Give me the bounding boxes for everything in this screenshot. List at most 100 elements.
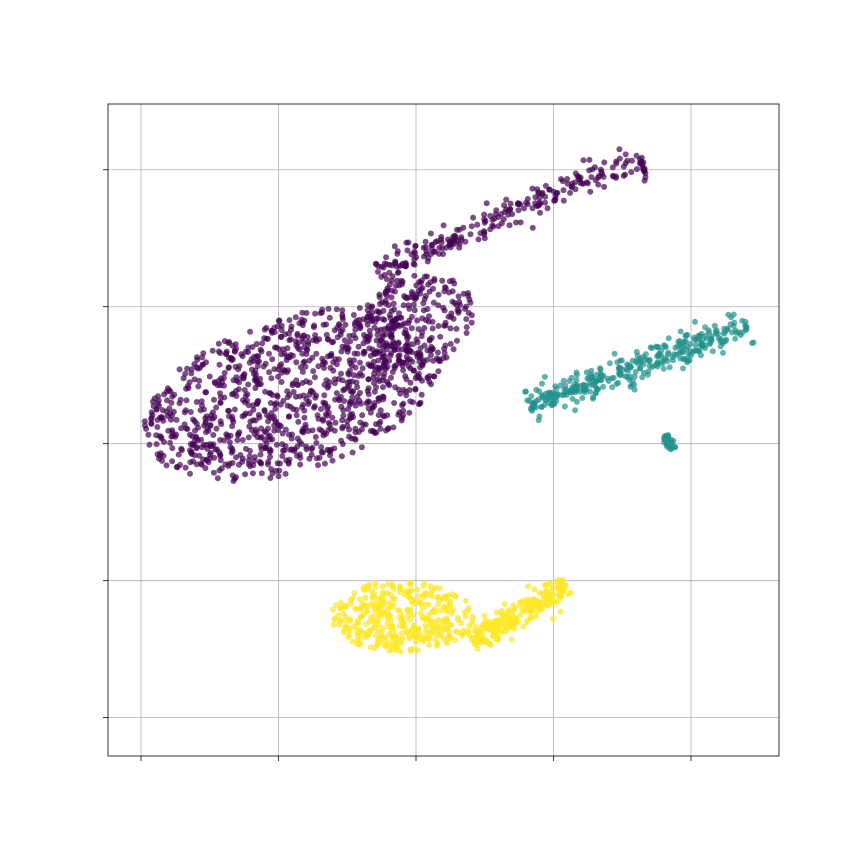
data-point xyxy=(513,219,519,226)
data-point xyxy=(539,606,545,613)
data-point xyxy=(235,432,241,439)
data-point xyxy=(440,251,447,257)
data-point xyxy=(423,627,429,634)
data-point xyxy=(676,338,683,344)
data-point xyxy=(558,176,564,183)
data-point xyxy=(379,338,386,345)
data-point xyxy=(299,309,306,316)
data-point xyxy=(214,446,220,453)
data-point xyxy=(600,173,607,180)
data-point xyxy=(221,370,228,376)
data-point xyxy=(415,349,422,356)
data-point xyxy=(467,299,474,306)
data-point xyxy=(730,311,737,318)
data-point xyxy=(412,386,419,393)
data-point xyxy=(308,388,315,395)
data-point xyxy=(352,436,359,443)
data-point xyxy=(545,602,552,609)
data-point xyxy=(338,370,344,377)
data-point xyxy=(437,333,444,340)
data-point xyxy=(455,309,462,316)
data-point xyxy=(372,318,379,325)
data-point xyxy=(268,375,275,382)
data-point xyxy=(359,412,366,419)
data-point xyxy=(418,391,425,398)
data-point xyxy=(182,464,189,471)
data-point xyxy=(414,598,421,605)
data-point xyxy=(391,243,398,250)
data-point xyxy=(586,380,593,387)
data-point xyxy=(268,414,275,421)
data-point xyxy=(242,410,249,417)
data-point xyxy=(435,368,442,375)
data-point xyxy=(421,342,428,349)
data-point xyxy=(269,329,276,336)
data-point xyxy=(450,346,457,353)
data-point xyxy=(462,597,469,604)
data-point xyxy=(330,359,337,366)
data-point xyxy=(420,307,427,314)
data-point xyxy=(626,362,632,369)
data-point xyxy=(167,439,174,446)
data-point xyxy=(539,380,545,387)
data-point xyxy=(353,317,360,324)
data-point xyxy=(275,373,282,380)
data-point xyxy=(256,358,262,365)
data-point xyxy=(388,319,395,326)
data-point xyxy=(408,588,414,595)
data-point xyxy=(336,322,343,329)
data-point xyxy=(370,358,377,365)
data-point xyxy=(600,372,607,379)
data-point xyxy=(210,469,217,476)
data-point xyxy=(449,591,456,598)
data-point xyxy=(709,348,716,355)
data-point xyxy=(407,580,414,587)
data-point xyxy=(411,307,418,314)
data-point xyxy=(342,613,349,620)
data-point xyxy=(267,475,274,481)
data-point xyxy=(376,612,383,619)
data-point xyxy=(358,606,365,613)
data-point xyxy=(367,428,374,434)
data-point xyxy=(415,627,422,633)
data-point xyxy=(267,454,273,460)
data-point xyxy=(465,605,472,612)
data-point xyxy=(503,196,510,203)
data-point xyxy=(561,403,568,410)
data-point xyxy=(683,346,690,353)
data-point xyxy=(377,365,384,372)
data-point xyxy=(645,357,651,364)
data-point xyxy=(289,380,296,387)
data-point xyxy=(538,392,545,399)
data-point xyxy=(196,452,203,459)
data-point xyxy=(295,418,302,425)
data-point xyxy=(564,176,571,182)
data-point xyxy=(389,595,396,602)
data-point xyxy=(440,304,447,311)
data-point xyxy=(426,337,433,344)
data-point xyxy=(346,627,353,634)
data-point xyxy=(358,627,365,634)
data-point xyxy=(439,245,446,252)
data-point xyxy=(398,615,405,622)
data-point xyxy=(732,335,739,342)
data-point xyxy=(616,146,623,153)
data-point xyxy=(487,226,494,233)
data-point xyxy=(182,407,189,414)
data-point xyxy=(560,583,567,590)
data-point xyxy=(626,376,633,383)
data-point xyxy=(367,627,374,633)
data-point xyxy=(526,397,533,404)
data-point xyxy=(266,432,273,439)
data-point xyxy=(408,627,415,634)
data-point xyxy=(414,586,421,593)
data-point xyxy=(694,347,700,354)
data-point xyxy=(285,367,291,374)
data-point xyxy=(533,598,540,604)
data-point xyxy=(685,351,692,358)
data-point xyxy=(632,368,639,375)
data-point xyxy=(392,288,398,295)
data-point xyxy=(368,304,375,311)
data-point xyxy=(155,397,162,404)
data-point xyxy=(351,623,358,630)
